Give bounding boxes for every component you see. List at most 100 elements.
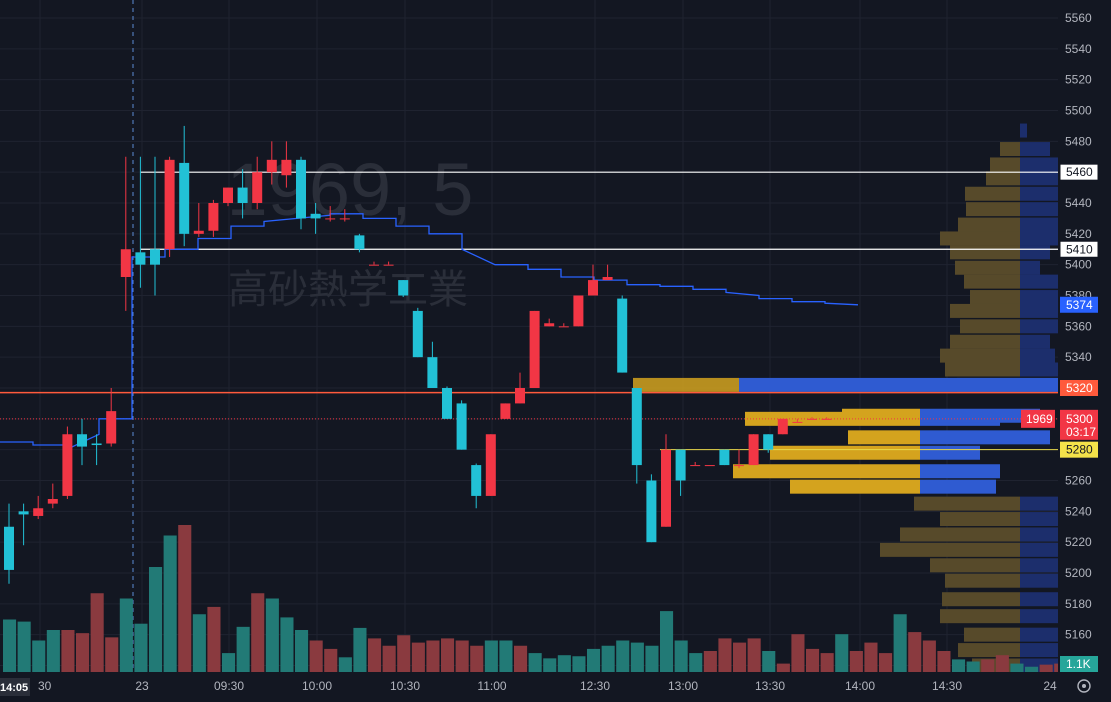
candle-body: [179, 162, 190, 234]
volume-bar: [368, 638, 382, 672]
volume-bar: [776, 663, 790, 672]
volume-bar: [937, 651, 951, 672]
tag-volume: 1.1K: [1066, 657, 1091, 671]
vp-up-bar: [986, 171, 1020, 186]
candle-body: [631, 388, 642, 466]
candle-body: [33, 508, 44, 516]
candle-body: [544, 323, 555, 327]
volume-bar: [411, 642, 425, 672]
volume-bar: [981, 659, 995, 672]
vp-up-bar: [945, 362, 1020, 377]
vp-up-bar: [842, 408, 920, 423]
candle-body: [62, 434, 73, 496]
poc-band-up: [633, 377, 739, 392]
vp-down-bar: [1020, 609, 1070, 624]
price-axis-tick: 5420: [1065, 227, 1092, 241]
price-axis-tick: 5520: [1065, 73, 1092, 87]
vp-down-bar: [1020, 334, 1050, 349]
volume-bar: [703, 651, 717, 672]
candle-body: [4, 526, 14, 570]
volume-bar: [864, 642, 878, 672]
vp-up-bar: [950, 334, 1020, 349]
time-axis-tick: 09:30: [214, 679, 244, 693]
volume-bar: [587, 648, 601, 672]
candle-body: [690, 465, 701, 467]
tag-vah: 5280: [1066, 443, 1093, 457]
vp-up-bar: [930, 558, 1020, 573]
vp-up-bar: [900, 527, 1020, 542]
vp-up-bar: [880, 542, 1020, 557]
tag-vwap: 5374: [1066, 298, 1093, 312]
volume-bar: [382, 645, 396, 672]
vp-up-bar: [950, 303, 1020, 318]
volume-bar: [149, 567, 163, 672]
volume-bar: [995, 655, 1009, 672]
vp-down-bar: [920, 408, 1040, 423]
volume-bar: [630, 642, 644, 672]
volume-bar: [922, 640, 936, 672]
tag-vwap-bg: [1060, 296, 1098, 313]
vp-up-bar: [940, 512, 1020, 527]
vp-up-bar: [940, 609, 1020, 624]
volume-bar: [747, 638, 761, 672]
candle-body: [266, 159, 277, 173]
tag-poc: 5320: [1066, 381, 1093, 395]
time-axis-tick: 13:00: [668, 679, 698, 693]
volume-bar: [134, 623, 148, 672]
volume-bar: [484, 640, 498, 672]
candle-body: [646, 480, 657, 543]
volume-bar: [806, 648, 820, 672]
price-axis-tick: 5360: [1065, 319, 1092, 333]
tag-symbol-bg: [1021, 409, 1055, 428]
tag-poc-bg: [1060, 380, 1098, 396]
volume-bar: [820, 653, 834, 672]
candle-body: [485, 434, 496, 496]
price-axis-tick: 5480: [1065, 134, 1092, 148]
volume-bar: [1025, 666, 1039, 672]
candle-body: [164, 159, 175, 250]
time-axis[interactable]: 23 09:30 10:00 10:30 11:00 12:30 13:00 13:30 14:…: [0, 672, 1111, 697]
price-axis-tick: 5440: [1065, 196, 1092, 210]
price-axis-tick: 5260: [1065, 474, 1092, 488]
tag-last-bg: [1060, 409, 1098, 440]
price-axis-tick: 5180: [1065, 597, 1092, 611]
tag-level-5460-bg: [1059, 163, 1099, 181]
volume-bar: [674, 640, 688, 672]
tag-level-5410-bg: [1059, 240, 1099, 258]
volume-bar: [163, 535, 177, 672]
candle-body: [500, 403, 511, 419]
vp-down-bar: [1020, 348, 1055, 363]
time-axis-tick: 11:00: [477, 679, 506, 693]
candle-body: [208, 203, 219, 231]
time-axis-tick: 14:00: [845, 679, 875, 693]
price-axis-tick: 5160: [1065, 628, 1092, 642]
volume-bar: [557, 655, 571, 672]
candles: [4, 125, 832, 584]
candle-body: [675, 449, 686, 481]
time-axis-tick: 14:30: [932, 679, 962, 693]
volume-bar: [689, 653, 703, 672]
volume-bar: [251, 593, 265, 672]
volume-bar: [660, 611, 674, 672]
vp-up-bar: [950, 245, 1020, 260]
candle-body: [792, 421, 803, 423]
chart-settings-icon[interactable]: [1077, 679, 1091, 693]
volume-bar: [280, 617, 294, 672]
volume-bar: [324, 648, 338, 672]
volume-bar: [601, 645, 615, 672]
candle-body: [18, 511, 29, 515]
volume-bar: [90, 593, 104, 672]
candle-body: [252, 172, 263, 203]
price-axis[interactable]: 5140516051805200522052405260528053005320…: [1058, 0, 1111, 673]
time-axis-tick: 12:30: [580, 679, 610, 693]
settings-gear-icon[interactable]: [1077, 679, 1091, 693]
watermark-name: 高砂熱学工業: [228, 268, 468, 312]
volume-bar: [616, 640, 630, 672]
vp-down-bar: [1020, 290, 1070, 305]
candle-body: [412, 310, 423, 358]
candle-body: [558, 326, 569, 328]
price-axis-tick: 5220: [1065, 535, 1092, 549]
candle-body: [237, 187, 248, 203]
